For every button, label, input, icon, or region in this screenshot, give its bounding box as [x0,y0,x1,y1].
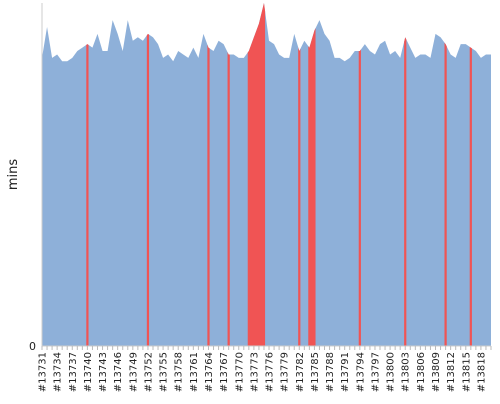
x-tick-label: #13752 [143,352,154,392]
x-tick-label: #13809 [431,352,442,392]
area-series-highlight [404,37,407,347]
area-series-highlight [247,3,266,346]
x-tick-label: #13773 [249,352,260,392]
x-tick-label: #13770 [234,352,245,392]
x-tick-label: #13734 [53,352,64,392]
x-tick-labels: #13731 #13734 #13737 #13740 #13743 #13746 #137… [38,352,488,392]
x-tick-label: #13794 [355,352,366,392]
x-tick-label: #13743 [98,352,109,392]
x-tick-label: #13767 [219,352,230,392]
x-tick-label: #13803 [401,352,412,392]
area-series-highlight [146,33,150,347]
x-tick-label: #13791 [340,352,351,392]
x-tick-label: #13746 [113,352,124,392]
area-series-highlight [308,28,316,346]
y-tick-label: 0 [29,340,36,353]
x-tick-label: #13815 [461,352,472,392]
area-series-base [42,3,491,346]
x-tick-label: #13758 [174,352,185,392]
x-tick-label: #13800 [386,352,397,392]
area-series-highlight [358,49,361,346]
x-tick-label: #13782 [295,352,306,392]
x-tick-label: #13761 [189,352,200,392]
x-tick-label: #13806 [416,352,427,392]
area-series-highlight [227,52,230,347]
series-layer [42,3,491,347]
area-series-highlight [444,42,447,347]
area-series-highlight [207,44,210,347]
x-tick-label: #13749 [128,352,139,392]
y-axis-label: mins [6,159,21,191]
x-tick-label: #13785 [310,352,321,392]
x-ticks [41,346,492,350]
x-tick-label: #13740 [83,352,94,392]
x-tick-label: #13737 [68,352,79,392]
x-tick-label: #13776 [265,352,276,392]
x-tick-label: #13764 [204,352,215,392]
area-series-highlight [469,46,472,347]
area-series-highlight [86,44,89,346]
x-tick-label: #13818 [476,352,487,392]
x-tick-label: #13731 [38,352,49,392]
x-tick-label: #13788 [325,352,336,392]
area-series-highlight [298,47,301,346]
x-tick-label: #13755 [159,352,170,392]
x-tick-label: #13797 [370,352,381,392]
x-tick-label: #13779 [280,352,291,392]
x-tick-label: #13812 [446,352,457,392]
